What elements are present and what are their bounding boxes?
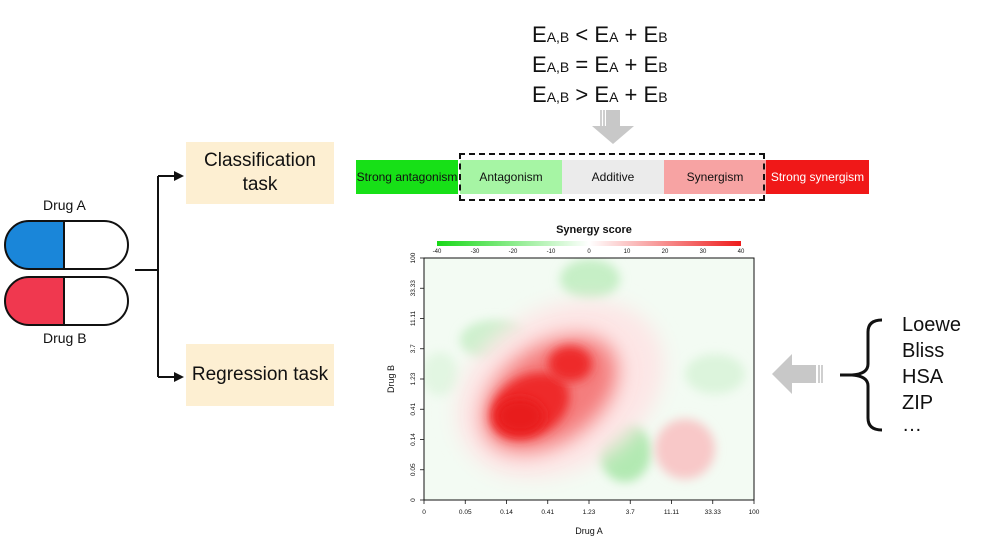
metric-ellipsis: … <box>902 414 922 436</box>
dashed-highlight-box <box>459 153 765 201</box>
x-tick-label: 11.11 <box>664 509 680 516</box>
down-arrow-icon <box>592 110 634 144</box>
scale-additive: Additive <box>562 160 664 194</box>
classification-task-label: Classification task <box>204 150 316 195</box>
colorbar-tick-label: 30 <box>700 249 707 255</box>
y-tick-label: 0.05 <box>410 463 417 476</box>
scale-antagonism: Antagonism <box>460 160 562 194</box>
drug-a-label: Drug A <box>43 197 86 213</box>
y-tick-label: 1.23 <box>410 372 417 385</box>
left-arrow-icon <box>772 354 823 394</box>
metric-zip: ZIP <box>902 392 934 414</box>
drug-pills <box>4 220 129 326</box>
colorbar-tick-label: 10 <box>624 249 631 255</box>
arrow-head-icon <box>174 171 184 181</box>
x-tick-label: 100 <box>749 509 760 516</box>
x-tick-label: 1.23 <box>583 509 596 516</box>
y-tick-label: 0 <box>410 498 417 502</box>
y-tick-label: 33.33 <box>410 280 417 297</box>
x-tick-label: 33.33 <box>705 509 722 516</box>
plot-title: Synergy score <box>556 224 632 236</box>
regression-task-box: Regression task <box>186 344 334 406</box>
equation-synergism: EA,B > EA + EB <box>532 82 668 107</box>
y-tick-label: 0.14 <box>410 433 417 446</box>
x-axis-label: Drug A <box>575 526 603 536</box>
metric-loewe: Loewe <box>902 314 961 336</box>
classification-task-box: Classification task <box>186 142 334 204</box>
branch-connector <box>135 171 184 382</box>
regression-task-label: Regression task <box>191 364 329 385</box>
colorbar-tick-label: 20 <box>662 249 669 255</box>
synergy-plot: -40 -30 -20 -10 0 10 20 30 40 0 0.05 0.14 0.41 1.23 3… <box>386 241 760 536</box>
y-tick-label: 11.11 <box>410 310 417 326</box>
x-tick-label: 0.41 <box>541 509 554 516</box>
y-axis-label: Drug B <box>386 365 396 393</box>
colorbar-tick-label: 0 <box>587 249 591 255</box>
metric-bliss: Bliss <box>902 340 945 362</box>
scale-strong-antagonism: Strong antagonism <box>356 160 458 194</box>
colorbar-tick-label: -30 <box>471 249 480 255</box>
colorbar-tick-label: -10 <box>547 249 556 255</box>
heatmap-contours <box>424 259 745 482</box>
drug-b-pill <box>4 276 129 326</box>
x-tick-label: 0.05 <box>459 509 472 516</box>
drug-a-pill <box>4 220 129 270</box>
arrow-head-icon <box>174 372 184 382</box>
colorbar-tick-label: -20 <box>509 249 518 255</box>
drug-b-label: Drug B <box>43 330 87 346</box>
curly-brace <box>840 318 883 432</box>
colorbar-tick-label: 40 <box>738 249 745 255</box>
y-tick-label: 3.7 <box>410 344 417 353</box>
equation-antagonism: EA,B < EA + EB <box>532 22 668 47</box>
metric-hsa: HSA <box>902 366 944 388</box>
drug-a-pill-half <box>5 221 64 269</box>
x-tick-label: 0.14 <box>500 509 513 516</box>
drug-b-pill-half <box>5 277 64 325</box>
scale-synergism: Synergism <box>664 160 766 194</box>
scale-strong-synergism: Strong synergism <box>766 160 869 194</box>
x-tick-label: 0 <box>422 509 426 516</box>
colorbar <box>437 241 741 246</box>
y-tick-label: 100 <box>410 252 417 263</box>
colorbar-tick-label: -40 <box>433 249 442 255</box>
equation-additive: EA,B = EA + EB <box>532 52 668 77</box>
y-tick-label: 0.41 <box>410 403 417 416</box>
x-tick-label: 3.7 <box>626 509 635 516</box>
